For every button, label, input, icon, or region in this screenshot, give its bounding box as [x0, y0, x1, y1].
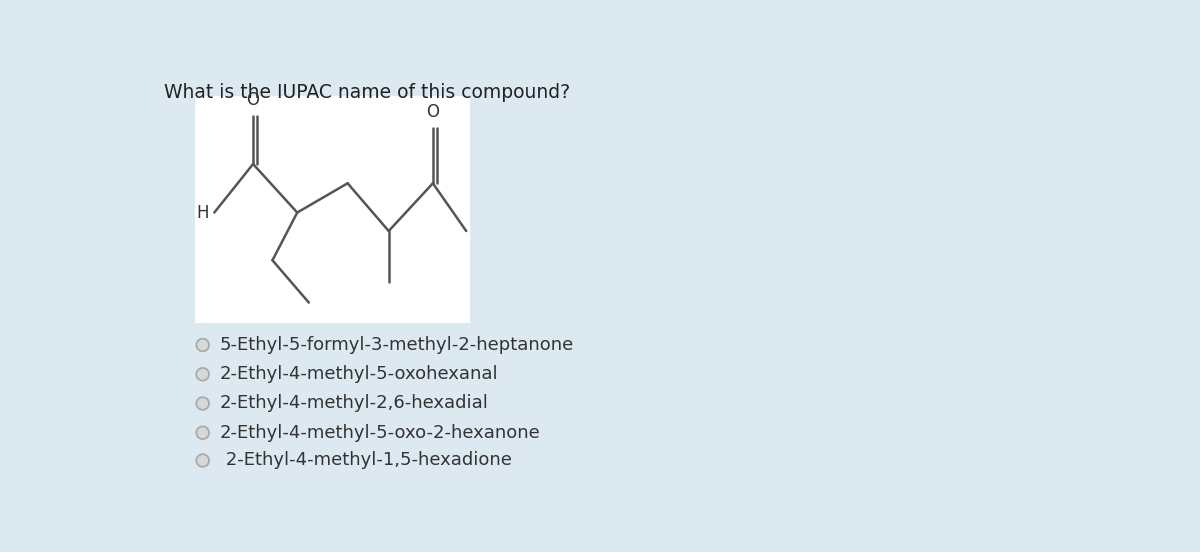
Text: 5-Ethyl-5-formyl-3-methyl-2-heptanone: 5-Ethyl-5-formyl-3-methyl-2-heptanone [220, 336, 574, 354]
Text: 2-Ethyl-4-methyl-1,5-hexadione: 2-Ethyl-4-methyl-1,5-hexadione [220, 452, 511, 470]
Circle shape [197, 427, 209, 439]
FancyBboxPatch shape [194, 96, 470, 323]
Circle shape [197, 454, 209, 467]
Circle shape [197, 397, 209, 410]
Text: O: O [246, 91, 259, 109]
Text: 2-Ethyl-4-methyl-2,6-hexadial: 2-Ethyl-4-methyl-2,6-hexadial [220, 395, 488, 412]
Text: 2-Ethyl-4-methyl-5-oxohexanal: 2-Ethyl-4-methyl-5-oxohexanal [220, 365, 498, 383]
Text: 2-Ethyl-4-methyl-5-oxo-2-hexanone: 2-Ethyl-4-methyl-5-oxo-2-hexanone [220, 424, 540, 442]
Circle shape [197, 368, 209, 380]
Text: H: H [197, 204, 209, 221]
Text: O: O [426, 103, 439, 121]
Circle shape [197, 339, 209, 351]
Text: What is the IUPAC name of this compound?: What is the IUPAC name of this compound? [164, 83, 570, 102]
